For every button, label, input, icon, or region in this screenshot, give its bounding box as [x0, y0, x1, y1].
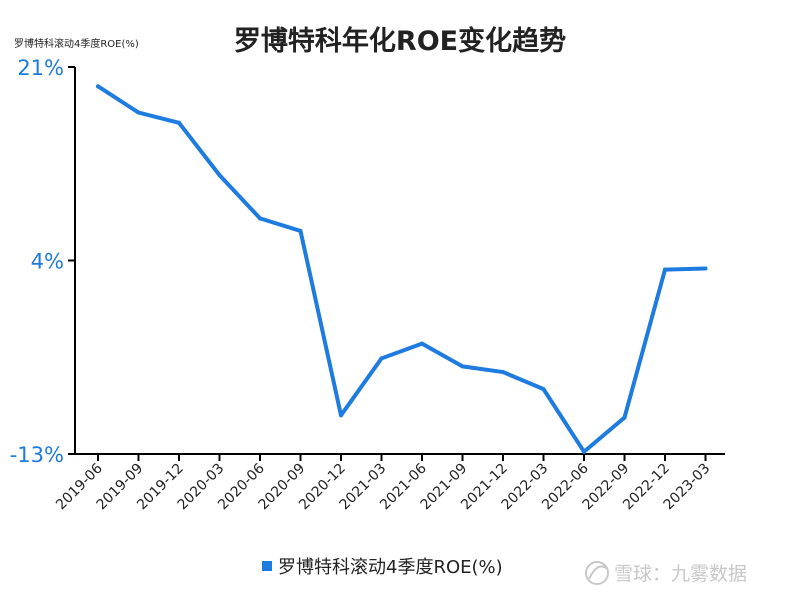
data-point: [217, 173, 222, 178]
data-point: [136, 110, 141, 115]
x-axis: 2019-062019-092019-122020-032020-062020-…: [53, 453, 725, 513]
chart-title: 罗博特科年化ROE变化趋势: [234, 25, 566, 57]
series-line-0: [96, 84, 708, 454]
data-point: [177, 120, 181, 125]
y-tick-label: 21%: [17, 56, 64, 80]
y-tick-label: -13%: [10, 443, 64, 467]
data-point: [96, 84, 100, 89]
data-point: [541, 387, 546, 392]
data-point: [703, 266, 708, 271]
data-point: [622, 415, 627, 420]
data-point: [501, 370, 505, 375]
data-point: [258, 216, 262, 221]
data-point: [379, 356, 384, 361]
legend-swatch: [262, 561, 272, 571]
data-point: [298, 228, 303, 233]
legend-entry: 罗博特科滚动4季度ROE(%): [278, 557, 503, 578]
y-axis: 21% 4% -13%: [10, 56, 76, 467]
snowball-logo-icon: [585, 561, 609, 585]
y-axis-unit-label: 罗博特科滚动4季度ROE(%): [14, 37, 139, 50]
data-point: [582, 449, 586, 454]
y-tick-label: 4%: [31, 250, 64, 274]
data-point: [460, 364, 465, 369]
data-point: [339, 413, 343, 418]
series-lines: [96, 84, 708, 454]
data-point: [420, 341, 424, 346]
watermark: 雪球：九雾数据: [585, 561, 747, 585]
legend: 罗博特科滚动4季度ROE(%): [262, 557, 503, 578]
data-point: [663, 267, 667, 272]
watermark-text: 雪球：九雾数据: [614, 563, 747, 585]
